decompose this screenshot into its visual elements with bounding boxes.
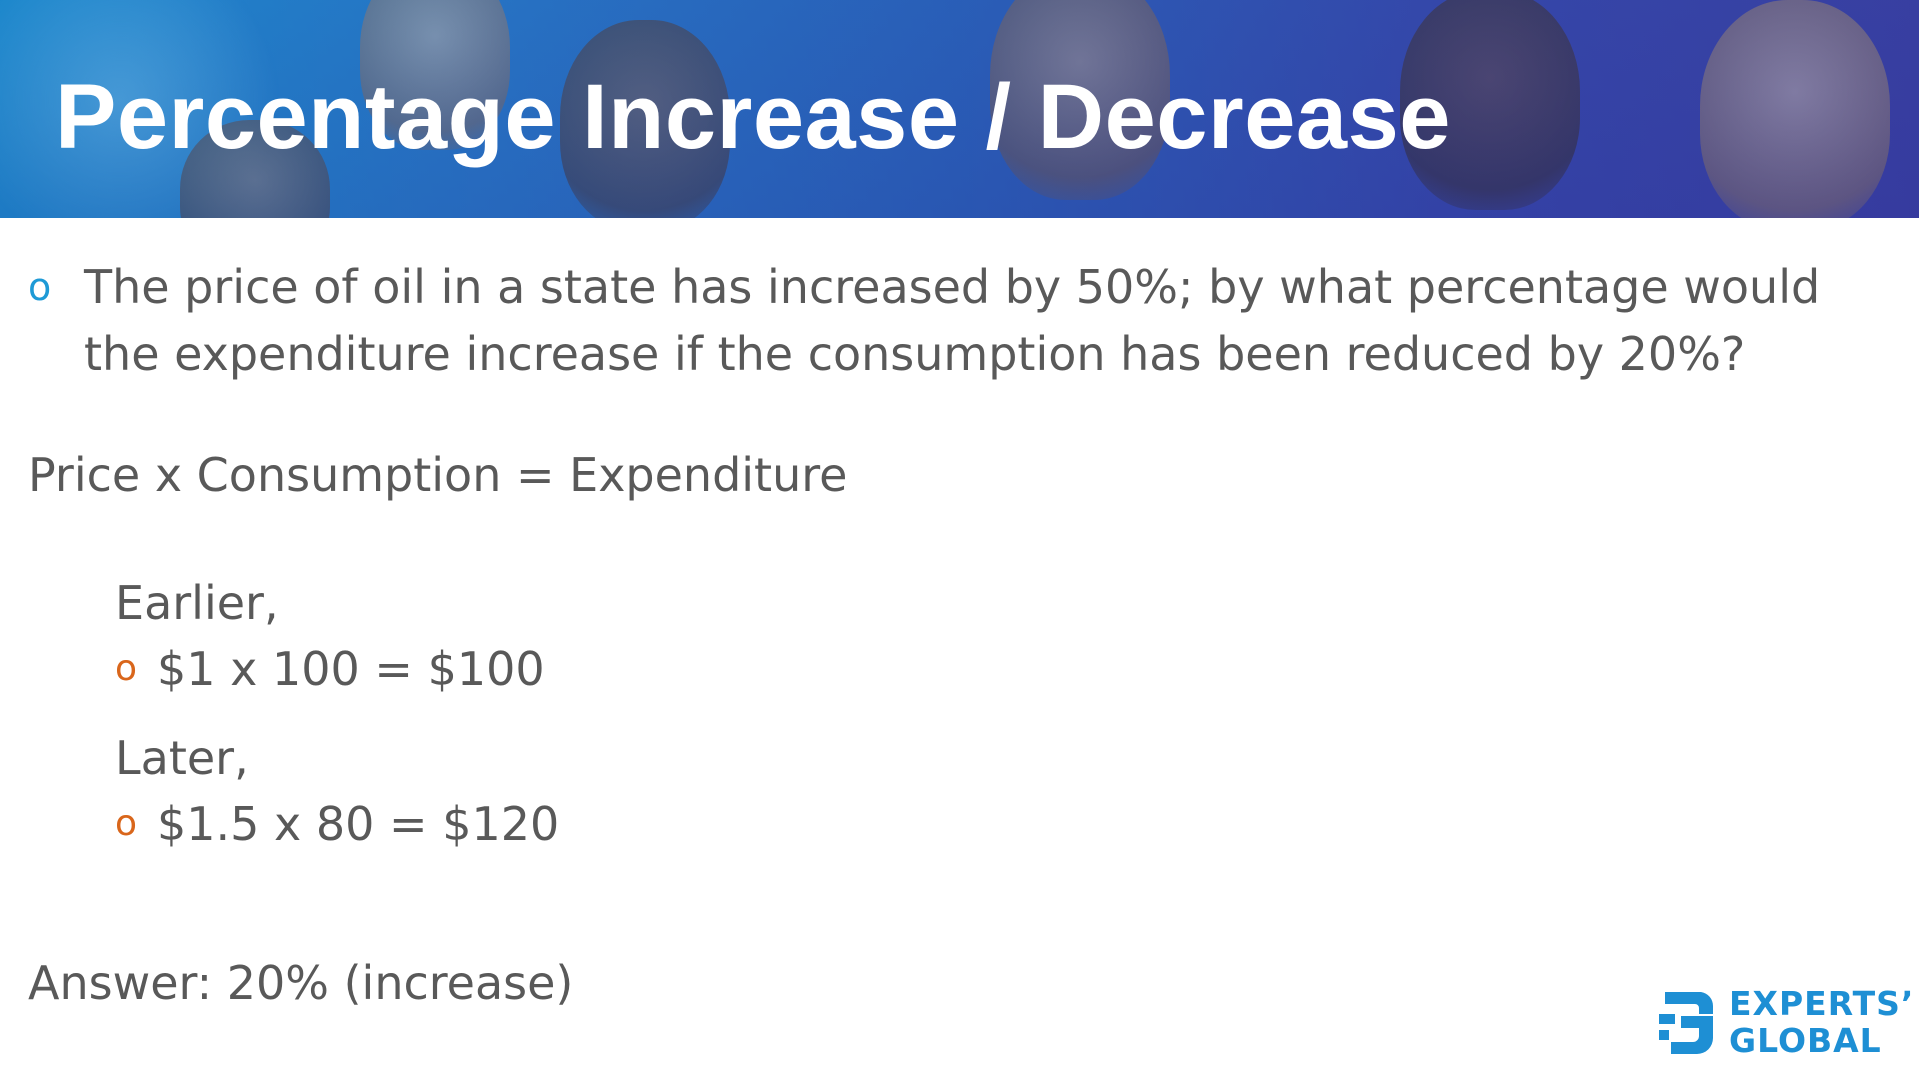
banner-person-4 xyxy=(1400,0,1580,210)
banner-person-5 xyxy=(1700,0,1890,218)
question-bullet: o xyxy=(28,265,52,309)
logo-wordmark: EXPERTS’ GLOBAL xyxy=(1729,985,1914,1059)
later-label: Later, xyxy=(115,731,249,785)
experts-global-logo-icon xyxy=(1659,992,1714,1054)
banner-person-3 xyxy=(990,0,1170,200)
slide-content: o The price of oil in a state has increa… xyxy=(0,218,1919,1079)
logo-line-1: EXPERTS’ xyxy=(1729,984,1915,1023)
page-title: Percentage Increase / Decrease xyxy=(55,66,1451,168)
earlier-calc-item: o $1 x 100 = $100 xyxy=(115,636,545,702)
banner-person-2 xyxy=(560,20,730,218)
banner-person-6 xyxy=(180,120,330,218)
header-banner: Percentage Increase / Decrease xyxy=(0,0,1919,218)
earlier-calc: $1 x 100 = $100 xyxy=(157,642,545,696)
formula-line: Price x Consumption = Expenditure xyxy=(28,448,848,502)
question-text: The price of oil in a state has increase… xyxy=(84,260,1821,381)
question-item: o The price of oil in a state has increa… xyxy=(28,254,1848,388)
earlier-bullet: o xyxy=(115,648,138,689)
answer-line: Answer: 20% (increase) xyxy=(28,956,574,1010)
banner-overlay xyxy=(0,0,1919,218)
logo-line-2: GLOBAL xyxy=(1729,1021,1882,1060)
experts-global-logo: EXPERTS’ GLOBAL xyxy=(1655,984,1914,1060)
later-calc: $1.5 x 80 = $120 xyxy=(157,797,560,851)
later-bullet: o xyxy=(115,803,138,844)
banner-person-1 xyxy=(360,0,510,150)
later-calc-item: o $1.5 x 80 = $120 xyxy=(115,791,559,857)
earlier-label: Earlier, xyxy=(115,576,279,630)
